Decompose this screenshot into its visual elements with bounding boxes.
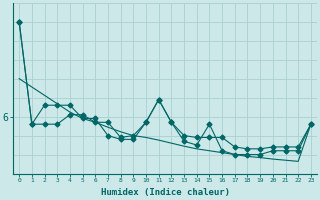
X-axis label: Humidex (Indice chaleur): Humidex (Indice chaleur)	[100, 188, 229, 197]
